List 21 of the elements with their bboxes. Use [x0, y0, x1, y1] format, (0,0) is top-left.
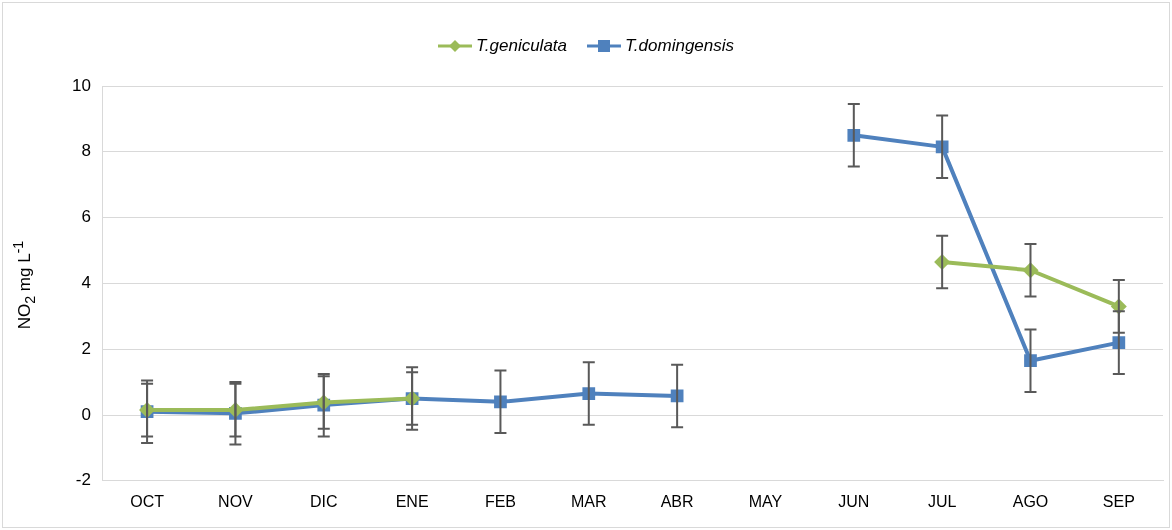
x-tick-label: MAR [571, 492, 607, 510]
y-tick-label: 0 [81, 404, 91, 424]
x-tick-label: ABR [660, 492, 694, 510]
x-tick-label: SEP [1102, 492, 1135, 510]
x-tick-label: DIC [309, 492, 338, 510]
y-tick-label: 4 [81, 273, 91, 293]
legend-label: T.domingensis [625, 36, 735, 56]
x-tick-label: MAY [748, 492, 783, 510]
legend-label: T.geniculata [475, 36, 568, 56]
y-tick-label: -2 [75, 470, 91, 490]
x-tick-label: JUN [838, 492, 870, 510]
x-tick-label: JUL [927, 492, 957, 510]
x-tick-label: ENE [395, 492, 429, 510]
x-tick-label: FEB [484, 492, 517, 510]
y-tick-label: 6 [81, 207, 91, 227]
x-tick-label: OCT [130, 492, 165, 510]
y-tick-label: 2 [81, 338, 91, 358]
y-tick-label: 8 [81, 141, 91, 161]
x-tick-label: NOV [218, 492, 254, 510]
x-tick-label: AGO [1012, 492, 1049, 510]
y-tick-label: 10 [71, 75, 91, 95]
